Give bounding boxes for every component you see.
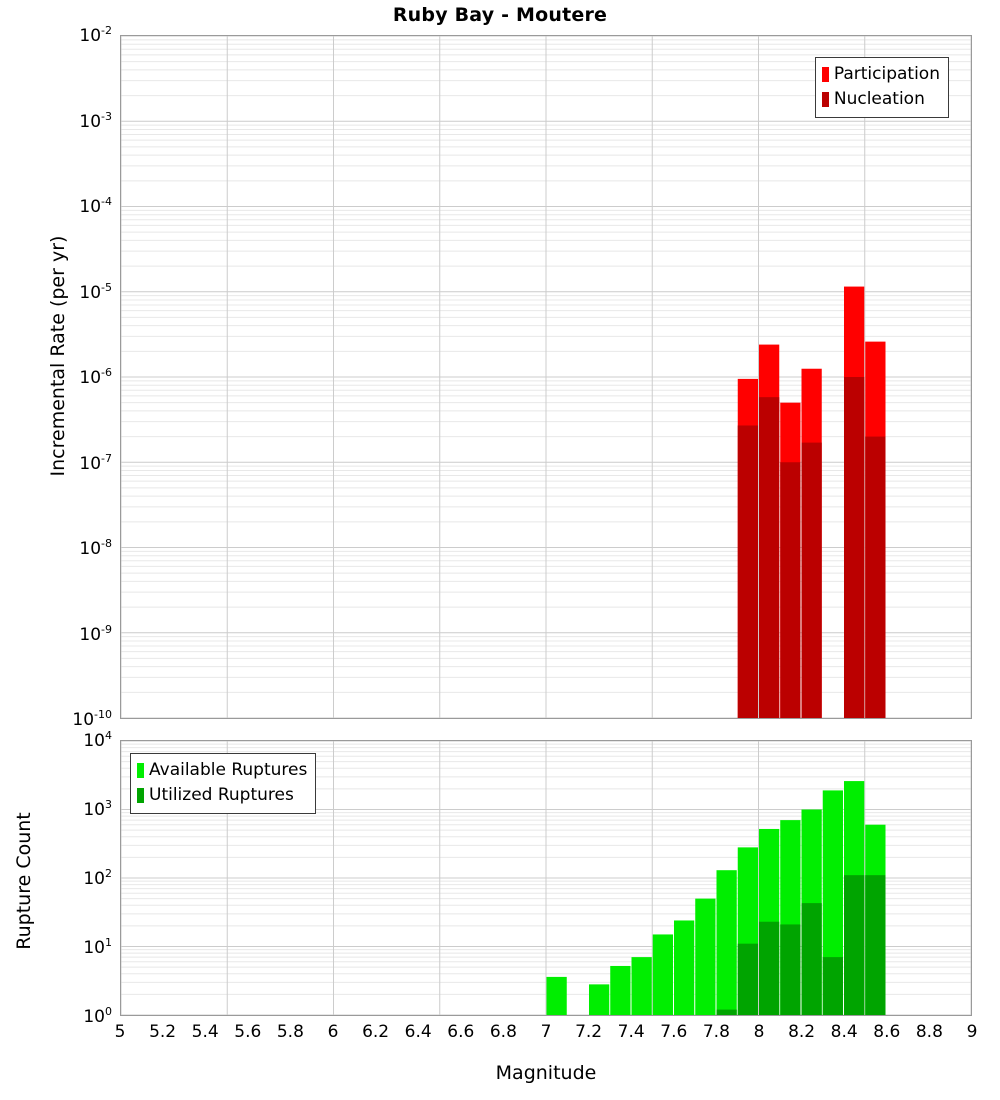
- y-tick-label: 10-2: [79, 24, 112, 46]
- bar: [610, 965, 631, 1015]
- bar: [865, 875, 886, 1015]
- y-tick-label: 10-9: [79, 622, 112, 645]
- x-tick-label: 5.8: [276, 1022, 304, 1042]
- bar: [780, 924, 801, 1015]
- rupture-count-plot: Available Ruptures Utilized Ruptures: [120, 740, 972, 1016]
- x-tick-label: 5.2: [149, 1022, 177, 1042]
- bar: [546, 976, 567, 1015]
- x-tick-label: 7.8: [702, 1022, 730, 1042]
- y-axis-title-bottom: Rupture Count: [13, 812, 35, 950]
- y-tick-label: 10-5: [79, 280, 112, 303]
- legend-label-nucleation: Nucleation: [833, 89, 925, 109]
- available-ruptures-swatch-icon: [137, 763, 144, 778]
- legend-label-participation: Participation: [833, 64, 940, 84]
- y-axis-title-top: Incremental Rate (per yr): [47, 235, 69, 477]
- y-tick-label: 10-4: [79, 195, 112, 217]
- bar: [822, 957, 844, 1015]
- x-tick-label: 7.6: [660, 1022, 688, 1042]
- y-tick-label: 104: [83, 729, 112, 751]
- bar-series-secondary: [737, 377, 886, 718]
- participation-swatch-icon: [821, 67, 829, 82]
- bar: [716, 870, 737, 1015]
- y-axis-ticks-top: 10-2 10-3 10-4 10-5 10-6 10-7 10-8 10-9 10-10: [30, 0, 116, 1100]
- bar: [758, 921, 780, 1015]
- y-tick-label: 101: [83, 936, 112, 958]
- page-title: Ruby Bay - Moutere: [392, 4, 608, 26]
- bar: [865, 436, 886, 718]
- x-tick-label: 7: [540, 1022, 552, 1042]
- x-tick-label: 6.6: [447, 1022, 475, 1042]
- x-tick-label: 6: [327, 1022, 339, 1042]
- y-tick-label: 10-6: [79, 366, 112, 388]
- utilized-ruptures-swatch-icon: [137, 788, 144, 803]
- bar: [737, 943, 759, 1015]
- y-tick-label: 10-10: [72, 708, 112, 730]
- bar-series-secondary: [716, 875, 886, 1015]
- x-tick-label: 6.8: [489, 1022, 517, 1042]
- x-tick-label: 5.4: [191, 1022, 219, 1042]
- y-tick-label: 10-8: [79, 537, 112, 559]
- legend-item-available-ruptures[interactable]: Available Ruptures: [137, 758, 307, 783]
- bar: [801, 442, 822, 718]
- bars: [737, 286, 886, 718]
- gridlines: [121, 36, 971, 718]
- x-tick-label: 7.2: [575, 1022, 603, 1042]
- bar: [758, 397, 780, 718]
- bars: [546, 781, 886, 1015]
- y-tick-label: 10-3: [79, 109, 112, 132]
- y-tick-label: 100: [83, 1005, 112, 1027]
- bar: [843, 875, 865, 1015]
- incremental-rate-plot: Participation Nucleation: [120, 35, 972, 719]
- bar: [631, 957, 652, 1015]
- bar: [843, 377, 865, 718]
- y-tick-label: 103: [83, 798, 112, 820]
- legend-item-participation[interactable]: Participation: [821, 62, 940, 87]
- x-tick-label: 8.6: [873, 1022, 901, 1042]
- x-tick-label: 8: [753, 1022, 765, 1042]
- x-tick-label: 7.4: [617, 1022, 645, 1042]
- bar: [652, 934, 674, 1015]
- nucleation-swatch-icon: [821, 92, 829, 107]
- x-tick-label: 8.8: [915, 1022, 943, 1042]
- bar: [780, 462, 801, 718]
- incremental-rate-canvas: [121, 36, 971, 718]
- y-axis-ticks-bottom: 100 101 102 103 104: [30, 0, 116, 1100]
- y-tick-label: 102: [83, 867, 112, 889]
- x-tick-label: 6.4: [404, 1022, 432, 1042]
- legend-incremental-rate: Participation Nucleation: [814, 57, 949, 118]
- bar: [695, 898, 716, 1015]
- x-tick-label: 8.2: [788, 1022, 816, 1042]
- x-axis-title: Magnitude: [495, 1062, 597, 1084]
- bar: [801, 903, 822, 1015]
- bar: [737, 425, 759, 718]
- legend-item-utilized-ruptures[interactable]: Utilized Ruptures: [137, 783, 307, 808]
- x-tick-label: 5: [114, 1022, 126, 1042]
- legend-label-available-ruptures: Available Ruptures: [149, 760, 308, 780]
- x-tick-label: 9: [966, 1022, 978, 1042]
- legend-label-utilized-ruptures: Utilized Ruptures: [149, 785, 294, 805]
- x-tick-label: 6.2: [362, 1022, 390, 1042]
- bar: [673, 920, 695, 1015]
- rupture-count-canvas: [121, 741, 971, 1015]
- bar: [716, 1009, 737, 1015]
- y-tick-label: 10-7: [79, 451, 112, 474]
- legend-item-nucleation[interactable]: Nucleation: [821, 87, 940, 112]
- bar: [588, 984, 610, 1015]
- x-tick-label: 5.6: [234, 1022, 262, 1042]
- legend-rupture-count: Available Ruptures Utilized Ruptures: [130, 753, 317, 814]
- x-tick-label: 8.4: [830, 1022, 858, 1042]
